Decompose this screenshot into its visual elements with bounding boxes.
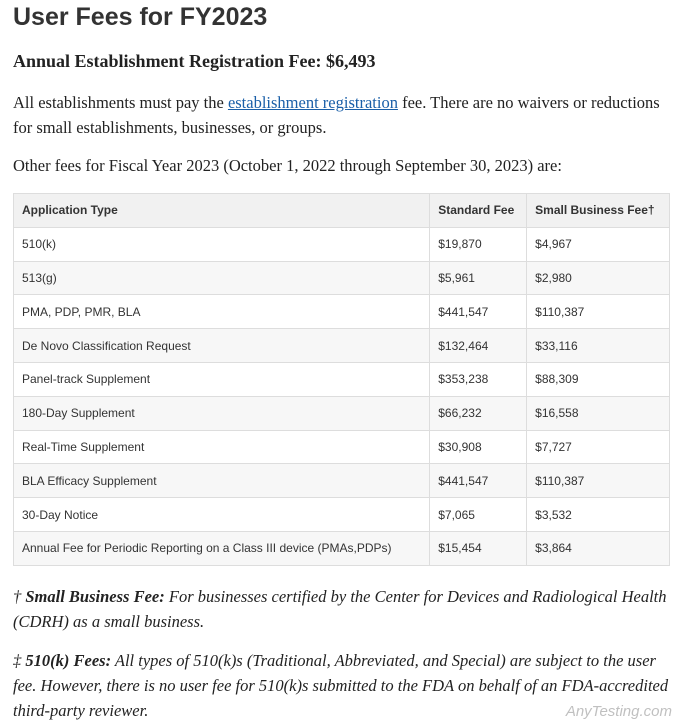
table-row: 180-Day Supplement $66,232 $16,558 (12, 395, 670, 431)
registration-link[interactable]: establishment registration (227, 93, 398, 112)
table-row: Real-Time Supplement $30,908 $7,727 (12, 429, 670, 465)
table-row: 513(g) $5,961 $2,980 (12, 260, 670, 296)
table-body: 510(k) $19,870 $4,967 513(g) $5,961 $2,980 PMA… (12, 226, 670, 566)
intro-text: fee. There are no waivers or reductions … (13, 93, 660, 137)
table-cell: $19,870 (429, 226, 528, 262)
fee-table: Application Type Standard Fee Small Busine… (12, 193, 670, 566)
table-row: 510(k) $19,870 $4,967 (12, 226, 670, 262)
table-cell: 513(g) (12, 260, 431, 296)
table-row: Panel-track Supplement $353,238 $88,309 (12, 361, 670, 397)
footnote: † Small Business Fee: For businesses cer… (13, 584, 673, 634)
table-cell: $441,547 (429, 463, 528, 499)
intro-text: All establishments must pay the (13, 93, 228, 112)
table-cell: 510(k) (12, 226, 431, 262)
table-cell: $88,309 (526, 361, 670, 397)
table-cell: $30,908 (429, 429, 528, 465)
column-header: Small Business Fee† (526, 193, 670, 228)
table-cell: $7,065 (429, 497, 528, 532)
table-cell: $33,116 (526, 328, 670, 363)
table-cell: $3,864 (526, 530, 670, 566)
table-cell: 180-Day Supplement (12, 395, 431, 431)
page-title: User Fees for FY2023 (13, 3, 268, 31)
footnote-symbol: † (13, 587, 22, 606)
footnote-symbol: ‡ (13, 651, 22, 670)
table-cell: BLA Efficacy Supplement (12, 463, 431, 499)
table-row: Annual Fee for Periodic Reporting on a C… (12, 530, 670, 566)
footnote-text: All types of 510(k)s (Traditional, Abbre… (13, 651, 669, 720)
column-header: Application Type (12, 193, 431, 228)
intro: All establishments must pay the establis… (13, 90, 673, 140)
table-cell: $132,464 (429, 328, 528, 363)
table-row: De Novo Classification Request $132,464 $3… (12, 328, 670, 363)
table-cell: $110,387 (526, 294, 670, 330)
table-cell: Panel-track Supplement (12, 361, 431, 397)
table-cell: $7,727 (526, 429, 670, 465)
table-cell: $16,558 (526, 395, 670, 431)
footnote-term: 510(k) Fees: (25, 651, 112, 670)
table-cell: $66,232 (429, 395, 528, 431)
footnote-term: Small Business Fee: (25, 587, 165, 606)
table-cell: $4,967 (526, 226, 670, 262)
watermark: AnyTesting.com (565, 703, 672, 720)
header-row: Application Type Standard Fee Small Busine… (12, 193, 670, 228)
table-row: BLA Efficacy Supplement $441,547 $110,387 (12, 463, 670, 499)
table-cell: $15,454 (429, 530, 528, 566)
table-cell: $110,387 (526, 463, 670, 499)
table-cell: $5,961 (429, 260, 528, 296)
table-cell: $2,980 (526, 260, 670, 296)
table-cell: $441,547 (429, 294, 528, 330)
other-fees: Other fees for Fiscal Year 2023 (October… (13, 156, 562, 175)
footnote-text: For businesses certified by the Center f… (13, 587, 667, 631)
table-cell: Real-Time Supplement (12, 429, 431, 465)
table-row: 30-Day Notice $7,065 $3,532 (12, 497, 670, 532)
table-row: PMA, PDP, PMR, BLA $441,547 $110,387 (12, 294, 670, 330)
table-cell: $3,532 (526, 497, 670, 532)
subtitle: Annual Establishment Registration Fee: $… (13, 51, 376, 71)
table-cell: De Novo Classification Request (12, 328, 431, 363)
column-header: Standard Fee (429, 193, 528, 228)
table-cell: Annual Fee for Periodic Reporting on a C… (12, 530, 431, 566)
footnote: ‡ 510(k) Fees: All types of 510(k)s (Tra… (13, 648, 673, 723)
table-cell: 30-Day Notice (12, 497, 431, 532)
table-cell: PMA, PDP, PMR, BLA (12, 294, 431, 330)
table-cell: $353,238 (429, 361, 528, 397)
